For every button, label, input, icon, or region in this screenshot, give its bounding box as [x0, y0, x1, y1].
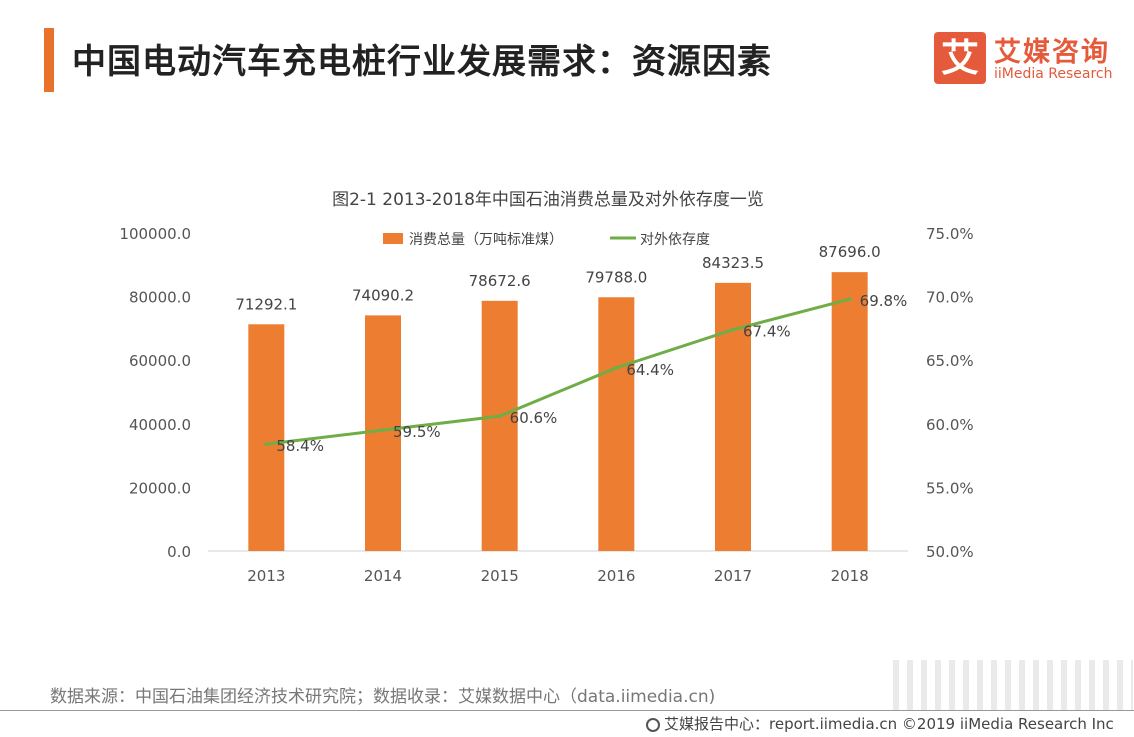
- brand-logo: 艾 艾媒咨询 iiMedia Research: [930, 30, 1120, 90]
- y-right-tick-label: 50.0%: [926, 543, 974, 561]
- y-left-tick-label: 80000.0: [129, 289, 191, 307]
- chart-title: 图2-1 2013-2018年中国石油消费总量及对外依存度一览: [332, 190, 764, 210]
- x-tick-label: 2013: [247, 567, 285, 585]
- line-value-label: 60.6%: [510, 409, 558, 427]
- data-source: 数据来源：中国石油集团经济技术研究院；数据收录：艾媒数据中心（data.iime…: [50, 687, 716, 707]
- y-right-tick-label: 70.0%: [926, 289, 974, 307]
- line-point-2017: [731, 327, 735, 332]
- bar-value-label: 74090.2: [352, 286, 414, 304]
- page-title: 中国电动汽车充电桩行业发展需求：资源因素: [72, 42, 772, 82]
- line-value-label: 59.5%: [393, 423, 441, 441]
- bar-value-label: 71292.1: [235, 295, 297, 313]
- x-tick-label: 2015: [481, 567, 519, 585]
- footer-divider: [0, 710, 1134, 711]
- bar-2015: [481, 300, 518, 551]
- legend-bar-swatch: [383, 233, 403, 244]
- watermark-stripes: [893, 660, 1133, 710]
- title-accent-bar: [44, 28, 54, 92]
- x-tick-label: 2016: [597, 567, 635, 585]
- bar-2013: [248, 324, 285, 551]
- logo-text-en: iiMedia Research: [994, 66, 1113, 82]
- y-left-tick-label: 60000.0: [129, 352, 191, 370]
- y-right-tick-label: 60.0%: [926, 416, 974, 434]
- y-left-tick-label: 100000.0: [119, 225, 191, 243]
- y-right-tick-label: 55.0%: [926, 479, 974, 497]
- line-point-2016: [614, 365, 619, 370]
- logo-mark: 艾: [934, 32, 986, 84]
- line-point-2014: [381, 428, 385, 433]
- line-point-2015: [497, 414, 502, 419]
- bar-value-label: 78672.6: [469, 272, 531, 290]
- footer-text: 艾媒报告中心：report.iimedia.cn ©2019 iiMedia R…: [664, 715, 1114, 733]
- y-left-tick-label: 20000.0: [129, 479, 191, 497]
- line-point-2018: [847, 297, 852, 302]
- y-left-tick-label: 0.0: [167, 543, 191, 561]
- x-tick-label: 2018: [831, 567, 869, 585]
- line-value-label: 67.4%: [743, 323, 791, 341]
- logo-text-cn: 艾媒咨询: [994, 37, 1110, 68]
- globe-icon: [646, 718, 660, 732]
- footer: 艾媒报告中心：report.iimedia.cn ©2019 iiMedia R…: [646, 713, 1114, 734]
- bar-value-label: 84323.5: [702, 254, 764, 272]
- dependency-line: [266, 297, 851, 446]
- legend-line-label: 对外依存度: [640, 232, 710, 248]
- line-value-label: 69.8%: [860, 292, 908, 310]
- bar-2018: [831, 272, 868, 551]
- x-tick-label: 2014: [364, 567, 402, 585]
- y-right-tick-label: 65.0%: [926, 352, 974, 370]
- bar-2016: [598, 297, 635, 551]
- bar-2014: [365, 315, 401, 551]
- bar-value-label: 87696.0: [819, 243, 881, 261]
- line-point-2013: [264, 442, 269, 447]
- bar-value-label: 79788.0: [585, 268, 647, 286]
- y-left-tick-label: 40000.0: [129, 416, 191, 434]
- legend-bar-label: 消费总量（万吨标准煤）: [409, 232, 563, 248]
- line-value-label: 64.4%: [626, 361, 674, 379]
- line-value-label: 58.4%: [276, 437, 324, 455]
- x-tick-label: 2017: [714, 567, 752, 585]
- y-right-tick-label: 75.0%: [926, 225, 974, 243]
